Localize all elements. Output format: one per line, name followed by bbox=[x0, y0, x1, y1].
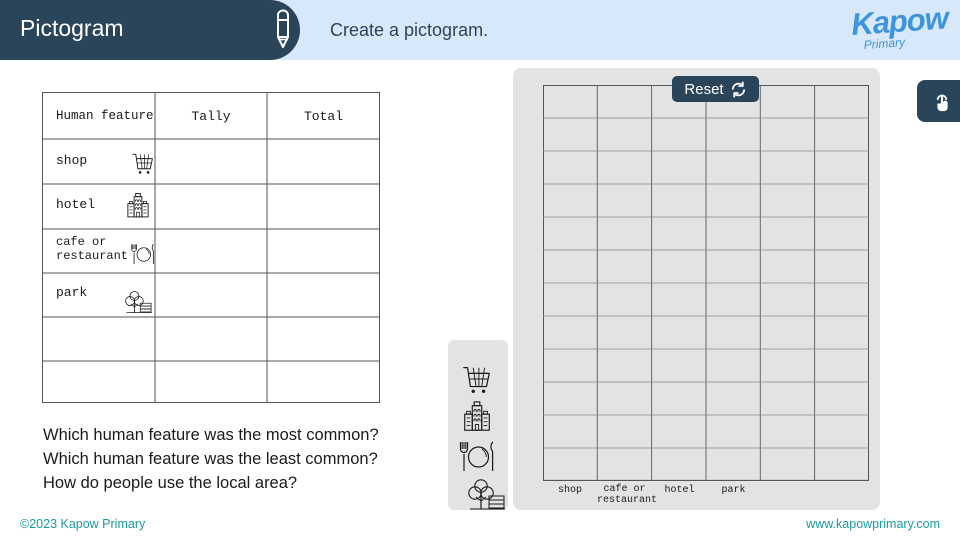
svg-text:Primary: Primary bbox=[863, 35, 906, 52]
